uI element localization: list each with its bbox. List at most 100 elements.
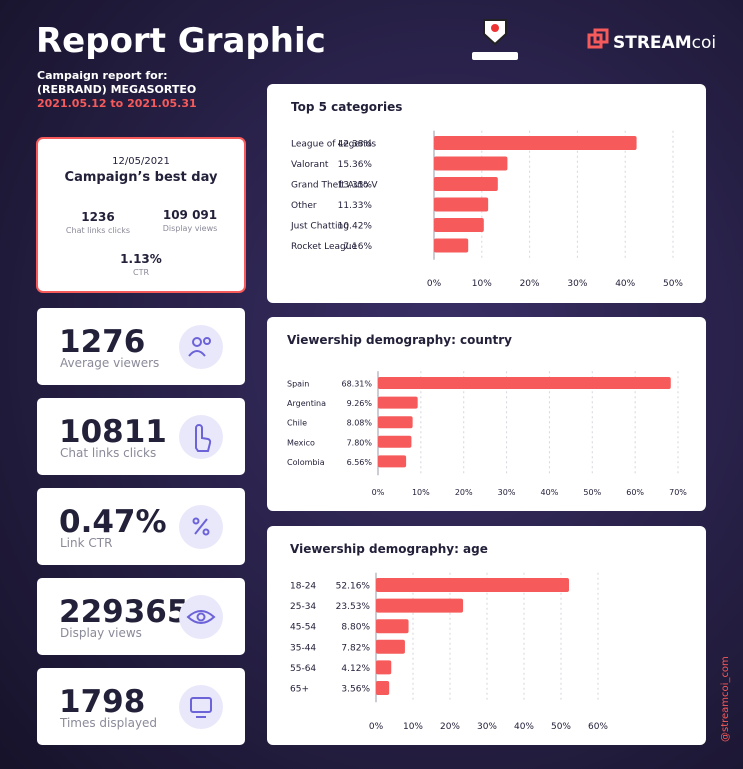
x-tick-label: 30%	[567, 279, 587, 289]
value-label: 13.35%	[338, 181, 373, 191]
icon-part	[192, 517, 200, 525]
icon-part	[188, 350, 206, 357]
x-tick-label: 0%	[427, 279, 442, 289]
stat-label: Times displayed	[59, 716, 157, 730]
chart-title: Viewership demography: country	[287, 333, 512, 347]
giants-logo	[472, 19, 518, 60]
bar	[376, 598, 464, 613]
category-label: Just Chatting	[290, 222, 349, 232]
x-tick-label: 20%	[520, 279, 540, 289]
icon-circle	[179, 595, 223, 639]
value-label: 7.80%	[347, 438, 373, 447]
chart-card	[267, 317, 706, 511]
icon-part	[203, 337, 211, 345]
bar	[376, 660, 392, 675]
bar	[376, 619, 409, 634]
value-label: 23.53%	[336, 602, 371, 612]
best-day-date: 12/05/2021	[112, 156, 170, 167]
x-tick-label: 30%	[477, 722, 497, 732]
bar	[376, 681, 390, 695]
x-tick-label: 20%	[440, 722, 460, 732]
bar	[378, 416, 413, 429]
value-label: 68.31%	[341, 380, 372, 389]
category-label: Other	[291, 201, 317, 211]
stat-value: 0.47%	[59, 504, 167, 540]
bar	[434, 136, 637, 150]
category-label: Valorant	[291, 160, 329, 170]
x-tick-label: 40%	[514, 722, 534, 732]
icon-part	[190, 697, 212, 713]
icon-circle	[179, 685, 223, 729]
bar	[434, 197, 489, 212]
value-label: 3.56%	[341, 685, 370, 695]
icon-part	[192, 337, 202, 347]
value-label: 10.42%	[338, 222, 373, 232]
metric-label: CTR	[133, 268, 149, 277]
chart-card	[267, 526, 706, 745]
bar	[378, 377, 671, 389]
icon-circle	[179, 325, 223, 369]
bar	[376, 578, 569, 592]
bar	[378, 455, 407, 468]
streamcoi-logo: STREAMcoi	[587, 28, 716, 53]
stat-value: 10811	[59, 414, 167, 450]
stat-value: 1798	[59, 684, 145, 720]
x-tick-label: 50%	[663, 279, 683, 289]
x-tick-label: 10%	[412, 488, 430, 497]
metric-value: 1236	[81, 210, 114, 224]
icon-part	[202, 528, 210, 536]
x-tick-label: 0%	[369, 722, 384, 732]
bar	[434, 218, 484, 232]
category-label: Grand Theft Auto V	[291, 181, 378, 191]
category-label: 35-44	[290, 643, 316, 653]
best-day-card	[36, 137, 246, 293]
icon-part	[194, 518, 208, 535]
x-tick-label: 50%	[551, 722, 571, 732]
date-range: 2021.05.12 to 2021.05.31	[37, 97, 197, 110]
x-tick-label: 60%	[626, 488, 644, 497]
value-label: 7.16%	[343, 242, 372, 252]
value-label: 52.16%	[336, 582, 371, 592]
value-label: 8.08%	[347, 419, 373, 428]
x-tick-label: 10%	[403, 722, 423, 732]
x-tick-label: 70%	[669, 488, 687, 497]
category-label: Chile	[287, 419, 307, 428]
handle: @streamcoi_com	[720, 656, 731, 742]
chart-title: Viewership demography: age	[290, 542, 488, 556]
value-label: 7.82%	[341, 643, 370, 653]
x-tick-label: 10%	[472, 279, 492, 289]
category-label: Argentina	[287, 399, 326, 408]
value-label: 11.33%	[338, 201, 373, 211]
x-tick-label: 40%	[615, 279, 635, 289]
stat-label: Display views	[60, 626, 142, 640]
stat-card: 0.47%Link CTR	[37, 488, 245, 565]
category-label: 55-64	[290, 664, 316, 674]
bar	[378, 435, 412, 448]
metric-label: Chat links clicks	[66, 226, 130, 235]
chart-card	[267, 84, 706, 303]
metric-value: 1.13%	[120, 252, 162, 266]
category-label: Colombia	[287, 458, 325, 467]
category-label: 65+	[290, 685, 309, 695]
brand-suffix: coi	[692, 33, 716, 53]
stat-label: Average viewers	[60, 356, 159, 370]
bar	[434, 177, 498, 191]
x-tick-label: 60%	[588, 722, 608, 732]
value-label: 4.12%	[341, 664, 370, 674]
brand-main: STREAM	[613, 33, 692, 53]
category-label: 25-34	[290, 602, 316, 612]
value-label: 6.56%	[347, 458, 373, 467]
page-title: Report Graphic	[36, 21, 326, 61]
value-label: 15.36%	[338, 160, 373, 170]
stat-label: Chat links clicks	[60, 446, 156, 460]
bar	[376, 639, 405, 654]
value-label: 42.38%	[338, 140, 373, 150]
icon-part	[196, 612, 206, 622]
campaign-name: (REBRAND) MEGASORTEO	[37, 83, 196, 96]
x-tick-label: 50%	[583, 488, 601, 497]
